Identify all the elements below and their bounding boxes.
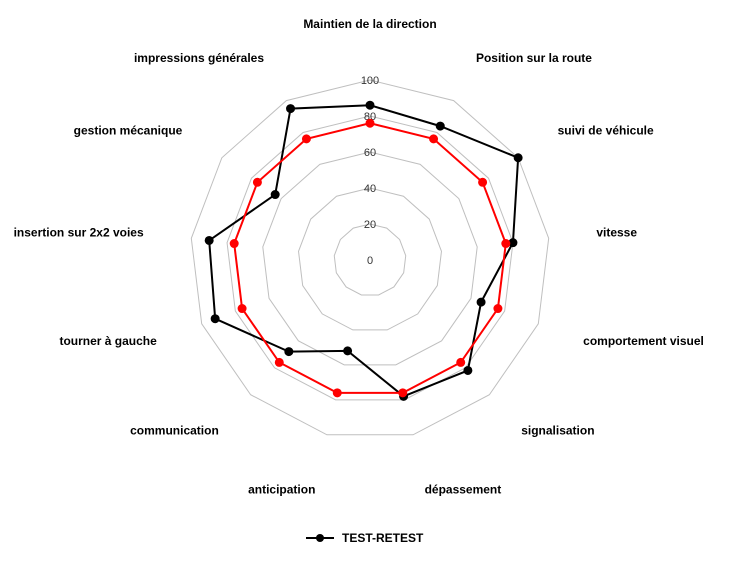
scale-tick-label: 40 [364,183,376,195]
series-marker-0 [366,101,374,109]
scale-tick-label: 0 [367,255,373,267]
series-marker-1 [302,135,310,143]
series-marker-0 [514,154,522,162]
series-marker-1 [479,178,487,186]
category-label: dépassement [425,482,502,496]
category-label: tourner à gauche [59,334,157,348]
series-marker-1 [457,358,465,366]
series-marker-0 [271,191,279,199]
category-label: suivi de véhicule [558,123,654,137]
series-marker-1 [430,135,438,143]
series-marker-1 [253,178,261,186]
category-label: anticipation [248,482,315,496]
series-marker-0 [344,347,352,355]
category-label: gestion mécanique [74,123,183,137]
series-marker-0 [464,366,472,374]
series-marker-1 [333,389,341,397]
category-label: Position sur la route [476,51,592,65]
category-label: comportement visuel [583,334,704,348]
category-label: signalisation [521,424,594,438]
scale-tick-label: 100 [361,75,379,87]
category-label: communication [130,424,219,438]
series-marker-1 [275,358,283,366]
scale-tick-label: 60 [364,147,376,159]
series-marker-1 [494,305,502,313]
series-marker-1 [502,240,510,248]
radar-chart: 020406080100Maintien de la directionPosi… [0,0,741,563]
series-marker-0 [211,315,219,323]
series-marker-1 [230,240,238,248]
category-label: Maintien de la direction [303,17,436,31]
legend-marker [316,534,324,542]
series-marker-0 [205,236,213,244]
series-marker-1 [366,119,374,127]
scale-tick-label: 20 [364,219,376,231]
series-marker-1 [238,305,246,313]
legend-label: TEST-RETEST [342,531,424,545]
series-marker-0 [477,298,485,306]
series-marker-1 [399,389,407,397]
series-marker-0 [287,105,295,113]
category-label: insertion sur 2x2 voies [14,226,144,240]
category-label: vitesse [596,226,637,240]
category-label: impressions générales [134,51,264,65]
series-marker-0 [436,122,444,130]
series-marker-0 [285,348,293,356]
